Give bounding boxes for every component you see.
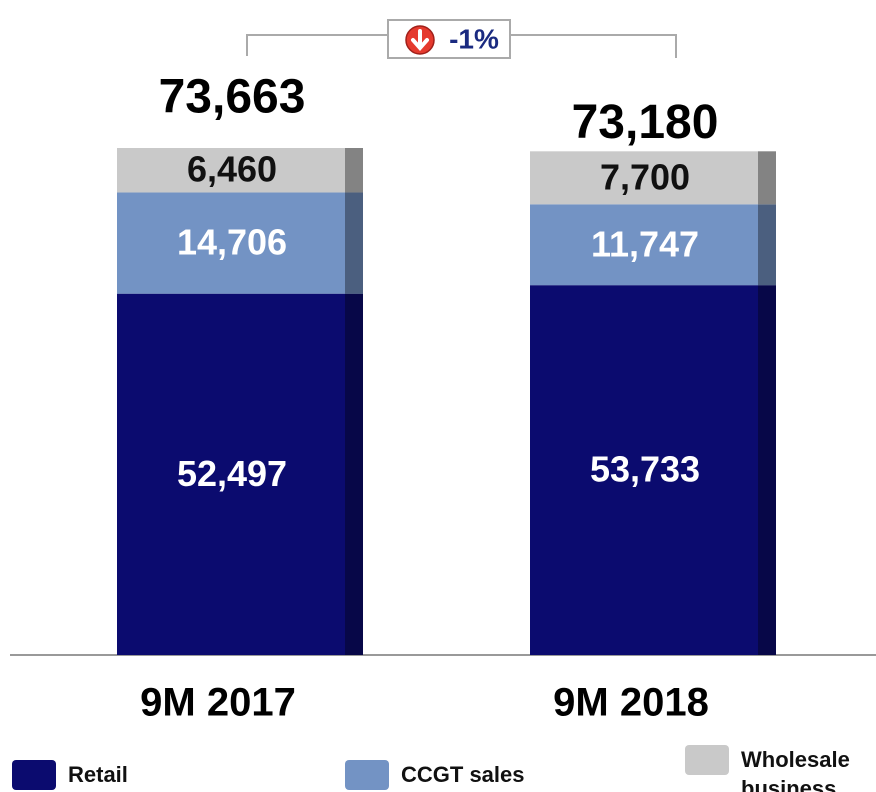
- bar-shade: [345, 148, 363, 193]
- legend-item: Retail: [12, 760, 128, 790]
- legend-item: Wholesale business: [685, 745, 869, 792]
- legend-swatch: [12, 760, 56, 790]
- data-label: 52,497: [177, 453, 287, 494]
- bar-segment: [530, 204, 776, 286]
- legend-swatch: [345, 760, 389, 790]
- bar-segment: [530, 151, 776, 205]
- bar-segment: [117, 192, 363, 294]
- annotation-box: [387, 19, 511, 59]
- legend-label: CCGT sales: [401, 762, 525, 787]
- x-tick-label: 9M 2017: [140, 681, 296, 725]
- bracket-left: [246, 34, 388, 56]
- legend-label: Wholesale business: [741, 747, 850, 792]
- bar-shade: [345, 293, 363, 655]
- legend-label: Retail: [68, 762, 128, 787]
- bracket-right: [510, 34, 677, 58]
- bar-shade: [758, 204, 776, 286]
- annotation: -1%: [449, 23, 499, 54]
- data-label: 7,700: [600, 156, 690, 197]
- legend-swatch: [685, 745, 729, 775]
- bar-shade: [758, 151, 776, 205]
- total-label: 73,180: [572, 96, 719, 149]
- bar-shade: [345, 192, 363, 294]
- x-tick-label: 9M 2018: [553, 681, 709, 725]
- legend-item: CCGT sales: [345, 760, 525, 790]
- data-label: 53,733: [590, 449, 700, 490]
- data-label: 14,706: [177, 222, 287, 263]
- bar-shade: [758, 285, 776, 655]
- bar-segment: [117, 293, 363, 655]
- down-arrow: [411, 29, 429, 52]
- bar-segment: [530, 285, 776, 655]
- data-label: 11,747: [591, 223, 699, 264]
- bar-segment: [117, 148, 363, 193]
- data-label: 6,460: [187, 149, 277, 190]
- total-label: 73,663: [159, 71, 306, 124]
